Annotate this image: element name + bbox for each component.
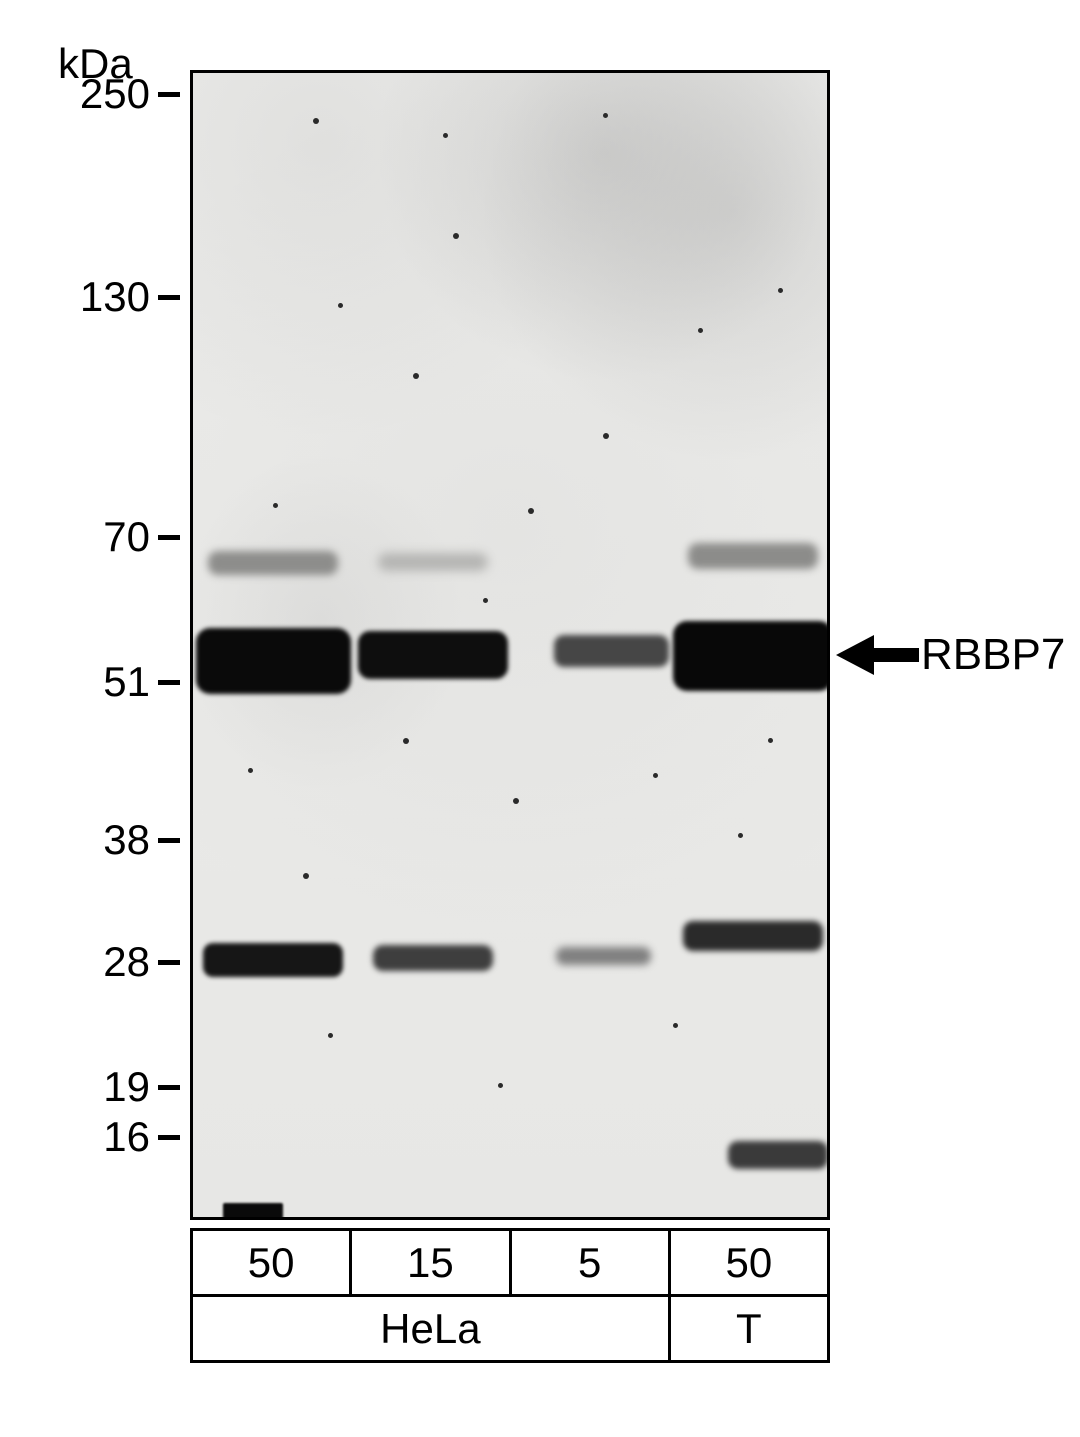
- target-protein-label: RBBP7: [921, 630, 1065, 680]
- blot-band: [223, 1203, 283, 1220]
- blot-speck: [673, 1023, 678, 1028]
- lane-load-row: 5015550: [192, 1230, 829, 1296]
- blot-band: [208, 551, 338, 575]
- mw-marker-label: 51: [40, 658, 150, 706]
- blot-speck: [248, 768, 253, 773]
- blot-band: [556, 947, 651, 965]
- sample-group-row: HeLaT: [192, 1296, 829, 1362]
- sample-group-cell: T: [669, 1296, 828, 1362]
- lane-load-cell: 50: [192, 1230, 351, 1296]
- lane-load-cell: 15: [351, 1230, 510, 1296]
- blot-band: [373, 945, 493, 971]
- blot-speck: [698, 328, 703, 333]
- lane-load-cell: 50: [669, 1230, 828, 1296]
- mw-marker-label: 16: [40, 1113, 150, 1161]
- blot-speck: [313, 118, 319, 124]
- blot-speck: [338, 303, 343, 308]
- mw-marker-tick: [158, 92, 180, 97]
- blot-band: [728, 1141, 828, 1169]
- blot-speck: [413, 373, 419, 379]
- mw-marker-tick: [158, 1085, 180, 1090]
- blot-speck: [483, 598, 488, 603]
- arrow-stem-icon: [874, 648, 919, 662]
- lane-labels-table: 5015550 HeLaT: [190, 1228, 830, 1363]
- blot-speck: [653, 773, 658, 778]
- blot-speck: [768, 738, 773, 743]
- blot-band: [358, 631, 508, 679]
- mw-marker-label: 250: [40, 70, 150, 118]
- lane-load-cell: 5: [510, 1230, 669, 1296]
- mw-marker-label: 130: [40, 273, 150, 321]
- blot-speck: [603, 113, 608, 118]
- arrow-head-icon: [836, 635, 874, 675]
- blot-speck: [603, 433, 609, 439]
- mw-marker-tick: [158, 295, 180, 300]
- mw-marker-label: 38: [40, 816, 150, 864]
- blot-band: [688, 543, 818, 569]
- mw-marker-label: 70: [40, 513, 150, 561]
- blot-speck: [498, 1083, 503, 1088]
- blot-speck: [303, 873, 309, 879]
- mw-marker-tick: [158, 680, 180, 685]
- blot-band: [378, 553, 488, 571]
- sample-group-cell: HeLa: [192, 1296, 670, 1362]
- mw-marker-tick: [158, 838, 180, 843]
- blot-band: [683, 921, 823, 951]
- western-blot-figure: kDa 250130705138281916 RBBP7 5015550 HeL…: [40, 40, 1040, 1410]
- blot-speck: [778, 288, 783, 293]
- mw-marker-label: 28: [40, 938, 150, 986]
- target-band-arrow: RBBP7: [836, 630, 1065, 680]
- blot-speck: [738, 833, 743, 838]
- blot-speck: [403, 738, 409, 744]
- blot-speck: [328, 1033, 333, 1038]
- blot-membrane: [190, 70, 830, 1220]
- blot-band: [196, 628, 351, 694]
- blot-speck: [273, 503, 278, 508]
- mw-marker-tick: [158, 1135, 180, 1140]
- blot-band: [554, 635, 669, 667]
- blot-speck: [528, 508, 534, 514]
- blot-band: [673, 621, 830, 691]
- blot-speck: [513, 798, 519, 804]
- mw-marker-tick: [158, 960, 180, 965]
- blot-speck: [453, 233, 459, 239]
- mw-marker-label: 19: [40, 1063, 150, 1111]
- blot-band: [203, 943, 343, 977]
- mw-marker-tick: [158, 535, 180, 540]
- blot-speck: [443, 133, 448, 138]
